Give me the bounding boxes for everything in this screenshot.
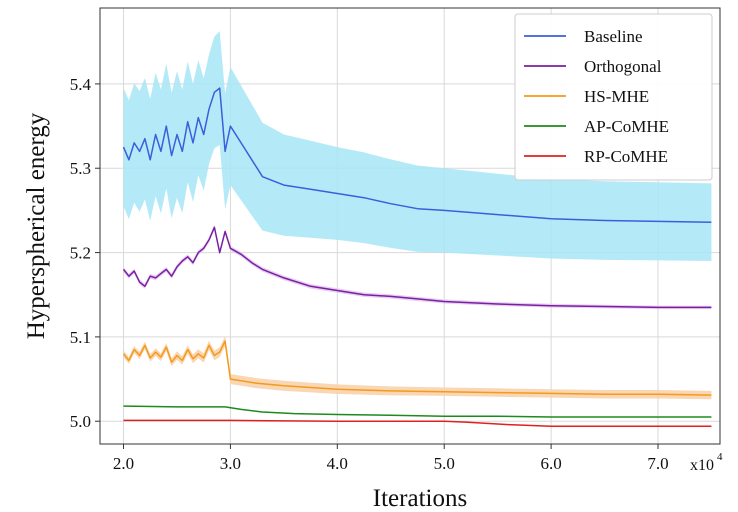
x-tick-label: 2.0 (113, 454, 134, 473)
y-tick-label: 5.4 (70, 75, 92, 94)
rp-comhe-line (123, 419, 712, 428)
baseline-line (122, 87, 712, 223)
legend-label-hs-mhe: HS-MHE (584, 87, 649, 106)
legend: Baseline Orthogonal HS-MHE AP-CoMHE RP-CoMHE (514, 13, 713, 181)
legend-label-rp-comhe: RP-CoMHE (584, 147, 668, 166)
y-tick-label: 5.3 (70, 159, 91, 178)
legend-box (514, 13, 713, 181)
legend-label-ap-comhe: AP-CoMHE (584, 117, 669, 136)
axis-ticks: 2.0 3.0 4.0 5.0 6.0 7.0 5.0 5.1 5.2 5.3 5.4 (70, 75, 669, 473)
x-tick-label: 5.0 (434, 454, 455, 473)
plot-frame (99, 7, 721, 445)
hs-mhe-band (123, 336, 712, 400)
y-axis-title: Hyperspherical energy (23, 112, 50, 339)
hs-mhe-line (122, 340, 712, 396)
legend-label-orthogonal: Orthogonal (584, 57, 662, 76)
y-tick-label: 5.0 (70, 412, 91, 431)
x-multiplier-base: x10 (690, 457, 714, 474)
x-tick-label: 7.0 (647, 454, 668, 473)
y-tick-label: 5.2 (70, 244, 91, 263)
x-multiplier-exponent: 4 (717, 451, 723, 463)
y-tick-label: 5.1 (70, 328, 91, 347)
confidence-bands (123, 31, 712, 400)
x-tick-label: 6.0 (540, 454, 561, 473)
x-tick-label: 3.0 (220, 454, 241, 473)
x-multiplier: x10 4 (690, 451, 723, 474)
baseline-band (123, 31, 712, 262)
ap-comhe-line (123, 405, 712, 418)
series-lines (122, 87, 712, 428)
x-axis-title: Iterations (373, 485, 467, 512)
legend-label-baseline: Baseline (584, 27, 643, 46)
orthogonal-line (122, 226, 712, 309)
x-tick-label: 4.0 (327, 454, 348, 473)
